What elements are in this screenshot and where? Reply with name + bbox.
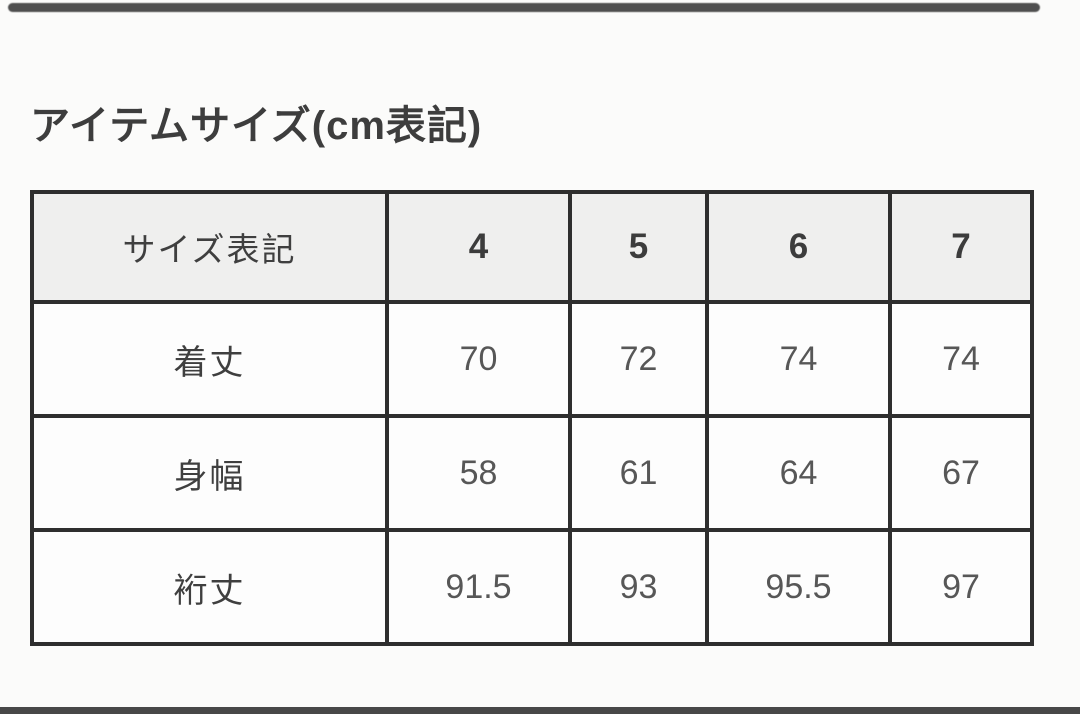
measurement-value: 74 <box>705 300 892 418</box>
measurement-value: 91.5 <box>385 528 572 646</box>
size-header-cell-7: 7 <box>888 190 1034 304</box>
table-row-body-length: 着丈 70 72 74 74 <box>30 300 1034 418</box>
measurement-label: 身幅 <box>30 414 389 532</box>
measurement-value: 74 <box>888 300 1034 418</box>
size-header-row: サイズ表記 4 5 6 7 <box>30 190 1034 304</box>
size-header-cell-4: 4 <box>385 190 572 304</box>
measurement-value: 97 <box>888 528 1034 646</box>
measurement-value: 70 <box>385 300 572 418</box>
measurement-label: 裄丈 <box>30 528 389 646</box>
size-header-cell-6: 6 <box>705 190 892 304</box>
measurement-value: 64 <box>705 414 892 532</box>
measurement-value: 61 <box>568 414 709 532</box>
page-title: アイテムサイズ(cm表記) <box>30 103 483 148</box>
table-row-body-width: 身幅 58 61 64 67 <box>30 414 1034 532</box>
top-edge-bar <box>8 3 1040 12</box>
measurement-value: 72 <box>568 300 709 418</box>
size-table: サイズ表記 4 5 6 7 着丈 70 72 74 74 身幅 58 61 64… <box>30 190 1034 646</box>
corner-header-cell: サイズ表記 <box>30 190 389 304</box>
bottom-edge-bar <box>0 707 1080 714</box>
table-row-sleeve-length: 裄丈 91.5 93 95.5 97 <box>30 528 1034 646</box>
measurement-value: 95.5 <box>705 528 892 646</box>
size-header-cell-5: 5 <box>568 190 709 304</box>
measurement-value: 67 <box>888 414 1034 532</box>
measurement-value: 58 <box>385 414 572 532</box>
measurement-value: 93 <box>568 528 709 646</box>
measurement-label: 着丈 <box>30 300 389 418</box>
